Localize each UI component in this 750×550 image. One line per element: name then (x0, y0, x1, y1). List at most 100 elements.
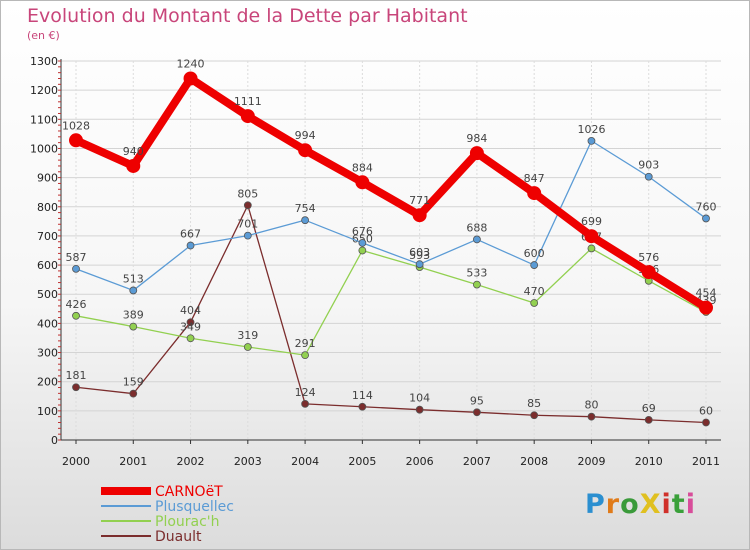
series-point-1 (72, 264, 80, 273)
y-tick-label: 500 (37, 288, 58, 301)
data-label-0: 454 (696, 287, 717, 300)
logo-letter: i (685, 489, 696, 520)
y-tick-label: 400 (37, 317, 58, 330)
data-label-0: 1111 (234, 95, 262, 108)
series-point-0 (412, 208, 427, 223)
series-point-2 (358, 246, 367, 255)
series-point-0 (355, 175, 370, 190)
data-label-0: 771 (409, 194, 430, 207)
series-point-3 (243, 201, 252, 210)
data-label-2: 426 (66, 298, 87, 311)
data-label-2: 319 (237, 329, 258, 342)
data-label-3: 104 (409, 392, 430, 405)
series-point-2 (587, 244, 596, 253)
data-label-3: 69 (642, 402, 656, 415)
y-tick-label: 1200 (30, 84, 58, 97)
data-label-3: 80 (584, 399, 598, 412)
x-tick-label: 2006 (406, 455, 434, 468)
series-point-2 (186, 334, 195, 343)
series-point-0 (641, 265, 656, 280)
logo-letter: t (671, 489, 686, 520)
y-tick-label: 0 (51, 434, 58, 447)
series-point-0 (183, 71, 198, 86)
series-point-2 (473, 280, 481, 289)
series-point-0 (298, 143, 313, 158)
series-point-1 (530, 261, 539, 269)
series-point-3 (644, 415, 653, 424)
series-point-3 (72, 383, 80, 392)
series-point-1 (358, 239, 367, 247)
data-label-1: 760 (696, 200, 717, 213)
data-label-1: 754 (295, 202, 316, 215)
data-label-1: 587 (66, 251, 87, 264)
series-line-2 (75, 247, 707, 356)
series-point-3 (587, 412, 596, 421)
series-point-1 (702, 214, 710, 223)
data-label-1: 603 (409, 246, 430, 259)
legend-label-3: Duault (155, 529, 202, 545)
y-tick-label: 600 (37, 259, 58, 272)
series-point-0 (69, 133, 83, 148)
data-label-2: 650 (352, 233, 373, 246)
data-label-0: 1028 (62, 119, 90, 132)
y-tick-label: 1300 (30, 55, 58, 68)
data-label-1: 688 (466, 221, 487, 234)
data-label-0: 994 (295, 129, 316, 142)
chart-subtitle: (en €) (27, 29, 60, 42)
legend-label-0: CARNOëT (155, 484, 223, 500)
proxiti-logo: ProXiti (585, 489, 696, 520)
y-tick-label: 1100 (30, 113, 58, 126)
data-label-1: 1026 (577, 123, 605, 136)
legend-label-1: Plusquellec (155, 499, 234, 515)
series-point-1 (587, 136, 596, 145)
x-tick-label: 2005 (348, 455, 376, 468)
series-point-2 (301, 351, 309, 360)
series-point-1 (301, 216, 309, 225)
data-label-1: 903 (638, 159, 659, 172)
series-point-0 (584, 229, 599, 244)
logo-letter: r (605, 489, 621, 520)
series-point-1 (415, 260, 424, 269)
data-label-3: 60 (699, 405, 713, 418)
series-point-3 (702, 418, 710, 427)
x-tick-label: 2007 (463, 455, 491, 468)
y-tick-label: 1000 (30, 142, 58, 155)
series-point-2 (243, 343, 252, 351)
data-label-3: 124 (295, 386, 316, 399)
series-point-3 (129, 389, 138, 398)
series-point-3 (415, 405, 424, 414)
series-point-3 (301, 399, 309, 408)
series-point-0 (126, 158, 141, 173)
series-point-2 (72, 311, 80, 320)
series-point-0 (527, 186, 542, 201)
series-line-1 (75, 140, 707, 292)
logo-letter: X (639, 489, 662, 520)
series-point-1 (644, 172, 653, 181)
series-point-2 (129, 322, 138, 331)
data-label-1: 513 (123, 272, 144, 285)
x-tick-label: 2009 (577, 455, 605, 468)
series-point-1 (129, 286, 138, 295)
y-tick-label: 800 (37, 201, 58, 214)
data-label-0: 1240 (177, 57, 205, 70)
y-tick-label: 700 (37, 230, 58, 243)
data-label-2: 593 (409, 249, 430, 262)
data-label-2: 389 (123, 309, 144, 322)
data-label-1: 676 (352, 225, 373, 238)
series-point-3 (473, 408, 481, 417)
x-tick-label: 2002 (177, 455, 205, 468)
series-point-1 (473, 235, 481, 244)
x-tick-label: 2003 (234, 455, 262, 468)
x-tick-label: 2010 (635, 455, 663, 468)
series-line-3 (75, 204, 707, 424)
y-tick-label: 200 (37, 376, 58, 389)
series-point-3 (358, 402, 367, 411)
series-point-1 (186, 241, 195, 250)
x-tick-label: 2000 (62, 455, 90, 468)
logo-letter: i (661, 489, 672, 520)
legend-label-2: Plourac'h (155, 514, 220, 530)
data-label-3: 181 (66, 369, 87, 382)
series-point-3 (186, 318, 195, 327)
